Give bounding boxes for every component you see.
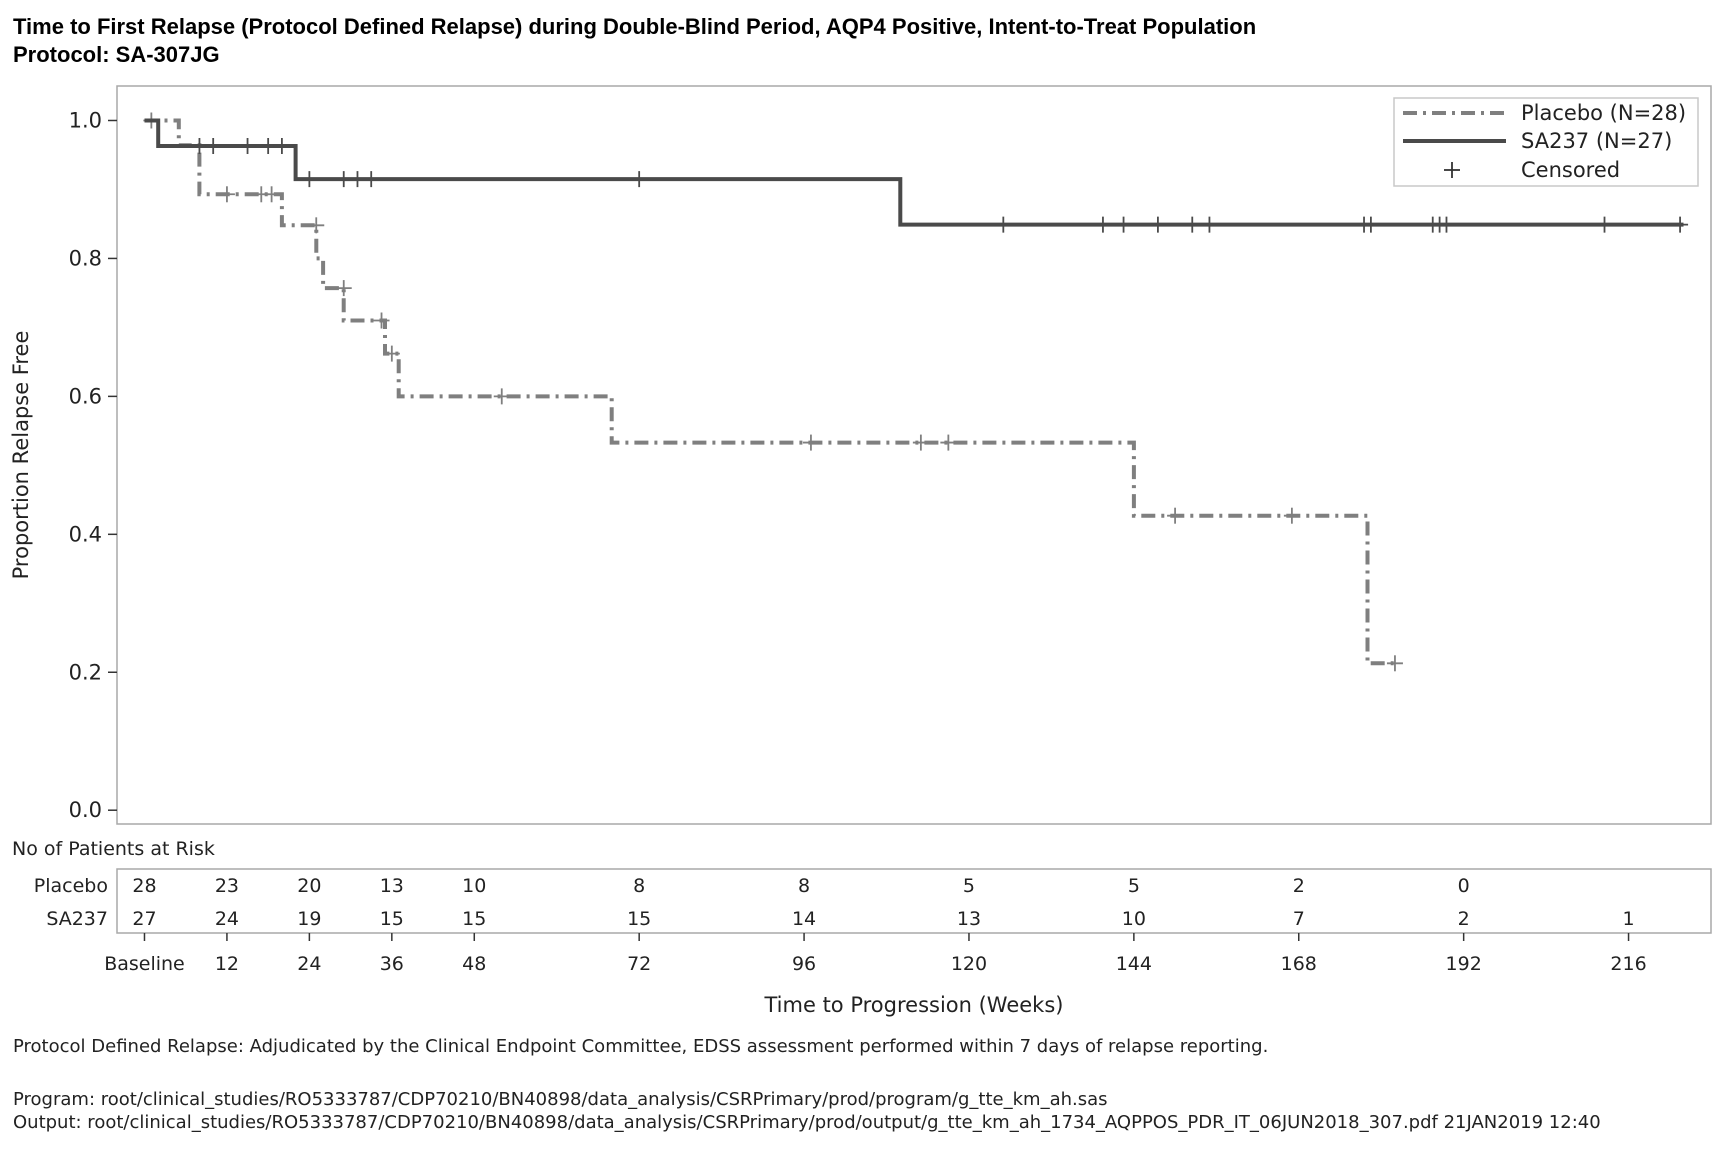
placebo-censor-mark — [263, 186, 280, 203]
legend-placebo-label: Placebo (N=28) — [1521, 101, 1686, 125]
sa237-censor-mark — [1438, 216, 1455, 233]
y-axis-label: Proportion Relapse Free — [9, 331, 33, 580]
placebo-curve — [144, 118, 1395, 666]
placebo-censor-mark — [218, 186, 235, 203]
legend-censored-label: Censored — [1521, 158, 1620, 182]
x-tick-label: 48 — [462, 953, 486, 975]
risk-count: 5 — [963, 875, 975, 897]
risk-count: 1 — [1623, 908, 1635, 930]
x-tick-label: 72 — [627, 953, 651, 975]
risk-table-frame — [116, 868, 1712, 934]
risk-count: 10 — [462, 875, 486, 897]
x-tick-label: 144 — [1116, 953, 1152, 975]
risk-count: 2 — [1293, 875, 1305, 897]
chart-title: Time to First Relapse (Protocol Defined … — [13, 14, 1257, 39]
sa237-censor-mark — [1149, 216, 1166, 233]
y-axis: 0.0 0.2 0.4 0.6 0.8 1.0 — [69, 108, 117, 822]
sa237-censor-mark — [301, 171, 318, 188]
x-tick-label: 36 — [380, 953, 404, 975]
placebo-censor-mark — [1283, 507, 1300, 524]
risk-count: 5 — [1128, 875, 1140, 897]
x-axis-label: Time to Progression (Weeks) — [764, 993, 1064, 1017]
risk-count: 8 — [633, 875, 645, 897]
x-tick-label: 168 — [1281, 953, 1317, 975]
y-tick-label: 0.8 — [69, 246, 102, 270]
sa237-censor-mark — [273, 138, 290, 155]
y-tick-label: 1.0 — [69, 108, 102, 132]
x-tick-label: 96 — [792, 953, 816, 975]
risk-count: 15 — [380, 908, 404, 930]
sa237-censor-mark — [1201, 216, 1218, 233]
y-tick-label: 0.2 — [69, 660, 102, 684]
legend-sa237-label: SA237 (N=27) — [1521, 129, 1672, 153]
risk-count: 24 — [215, 908, 239, 930]
sa237-censor-mark — [191, 138, 208, 155]
x-tick-label: 120 — [951, 953, 987, 975]
sa237-censor-mark — [1184, 216, 1201, 233]
sa237-censor-mark — [363, 171, 380, 188]
y-tick-label: 0.6 — [69, 384, 102, 408]
sa237-censor-mark — [335, 171, 352, 188]
placebo-censor-mark — [912, 434, 929, 451]
x-tick-label: 12 — [215, 953, 239, 975]
y-tick-label: 0.0 — [69, 798, 102, 822]
x-tick-label: 216 — [1610, 953, 1646, 975]
risk-count: 20 — [297, 875, 321, 897]
placebo-censor-mark — [335, 280, 352, 297]
footnote-output: Output: root/clinical_studies/RO5333787/… — [13, 1112, 1601, 1133]
risk-count: 27 — [132, 908, 156, 930]
risk-count: 15 — [462, 908, 486, 930]
placebo-censor-mark — [1167, 507, 1184, 524]
sa237-censor-mark — [260, 138, 277, 155]
footnote-note: Protocol Defined Relapse: Adjudicated by… — [13, 1036, 1269, 1057]
placebo-censor-mark — [373, 312, 390, 329]
sa237-censor-mark — [1115, 216, 1132, 233]
placebo-censor-mark — [802, 434, 819, 451]
series-group — [143, 112, 1689, 672]
x-tick-label: 24 — [297, 953, 321, 975]
x-tick-label: Baseline — [104, 953, 185, 975]
sa237-censor-mark — [631, 171, 648, 188]
footnote-program: Program: root/clinical_studies/RO5333787… — [13, 1089, 1108, 1110]
sa237-censor-mark — [205, 138, 222, 155]
risk-count: 28 — [132, 875, 156, 897]
risk-count: 23 — [215, 875, 239, 897]
legend: Placebo (N=28) SA237 (N=27) Censored — [1393, 97, 1699, 187]
risk-count: 10 — [1122, 908, 1146, 930]
risk-count: 0 — [1458, 875, 1470, 897]
risk-count: 8 — [798, 875, 810, 897]
placebo-censor-mark — [308, 217, 325, 234]
sa237-censor-mark — [1672, 216, 1689, 233]
sa237-censor-mark — [239, 138, 256, 155]
risk-table-title: No of Patients at Risk — [12, 838, 215, 860]
risk-row-label: SA237 — [46, 908, 108, 930]
risk-count: 13 — [957, 908, 981, 930]
sa237-curve — [144, 118, 1684, 227]
sa237-censor-mark — [1596, 216, 1613, 233]
sa237-censor-mark — [349, 171, 366, 188]
x-tick-label: 192 — [1446, 953, 1482, 975]
placebo-censor-mark — [940, 434, 957, 451]
sa237-censor-mark — [1362, 216, 1379, 233]
x-axis: Baseline 12 24 36 48 72 96 120 144 168 192 216 — [104, 933, 1647, 975]
risk-count: 14 — [792, 908, 816, 930]
plot-frame — [116, 85, 1712, 825]
risk-count: 7 — [1293, 908, 1305, 930]
risk-count: 2 — [1458, 908, 1470, 930]
placebo-censor-mark — [383, 345, 400, 362]
risk-count: 19 — [297, 908, 321, 930]
risk-count: 13 — [380, 875, 404, 897]
sa237-censor-mark — [1094, 216, 1111, 233]
legend-censored-marker — [1444, 162, 1460, 178]
y-tick-label: 0.4 — [69, 522, 102, 546]
sa237-censor-mark — [995, 216, 1012, 233]
chart-subtitle: Protocol: SA-307JG — [13, 42, 220, 67]
risk-count: 15 — [627, 908, 651, 930]
risk-row-label: Placebo — [34, 875, 108, 897]
placebo-censor-mark — [1386, 655, 1403, 672]
placebo-censor-mark — [493, 388, 510, 405]
